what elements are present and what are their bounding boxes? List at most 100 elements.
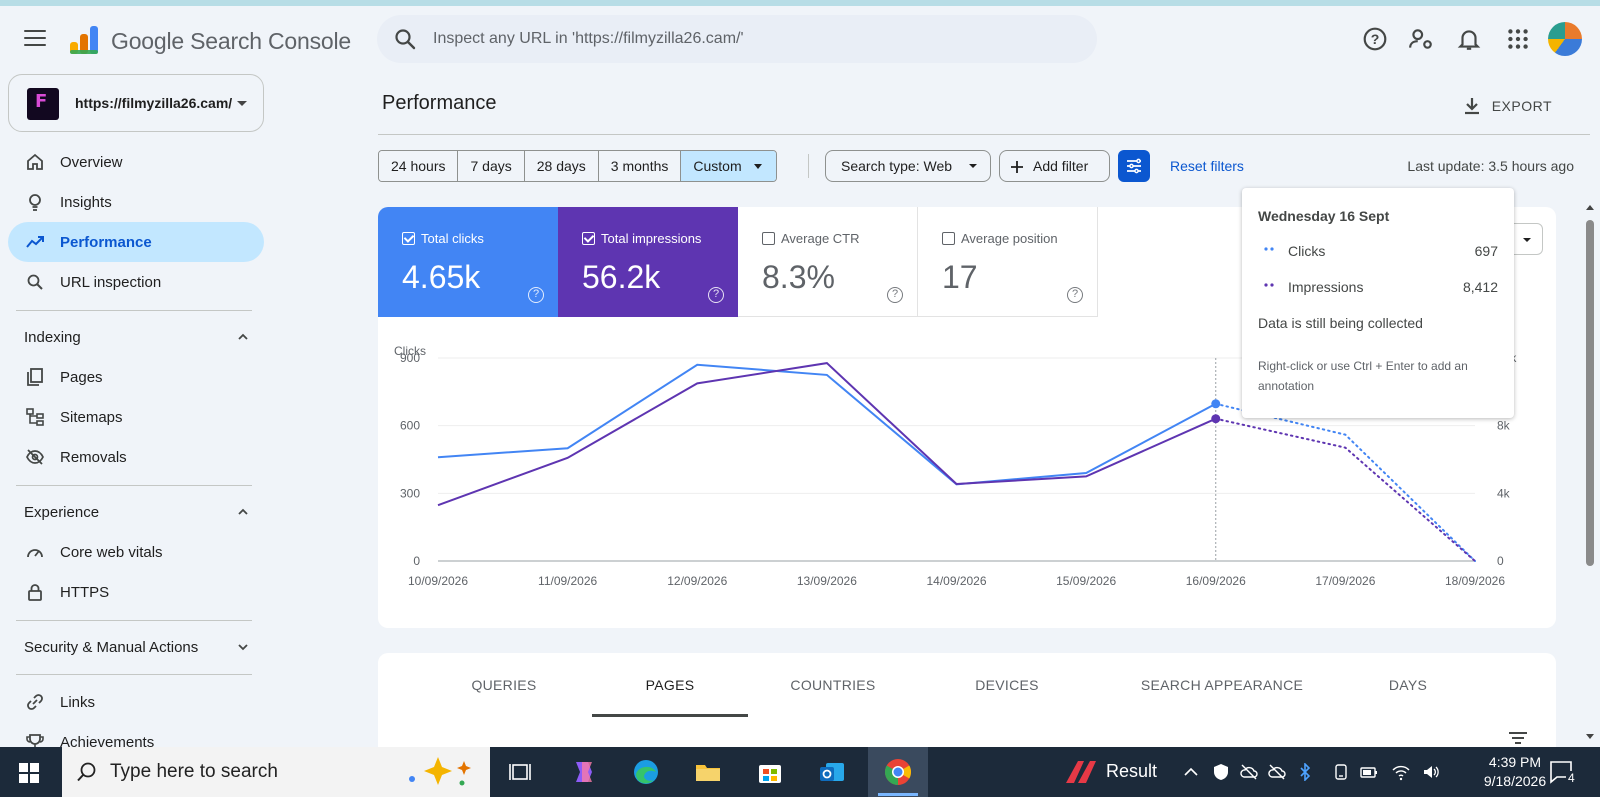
section-title: Experience <box>24 504 100 521</box>
property-selector[interactable]: https://filmyzilla26.cam/ <box>8 74 264 132</box>
chevron-down-icon <box>238 644 248 651</box>
y-tick-label-left: 0 <box>413 554 420 568</box>
tab-countries[interactable]: COUNTRIES <box>790 677 876 693</box>
export-button[interactable]: EXPORT <box>1462 90 1552 122</box>
url-inspect-input[interactable] <box>433 27 1073 51</box>
sidebar-item-removals[interactable]: Removals <box>8 437 264 477</box>
sidebar-item-label: Sitemaps <box>60 409 123 426</box>
metric-value: 56.2k <box>582 259 661 295</box>
app-brand: Google Search Console <box>111 28 352 54</box>
menu-icon[interactable] <box>24 30 46 48</box>
outlook-icon[interactable] <box>816 756 848 788</box>
sidebar-item-insights[interactable]: Insights <box>8 182 264 222</box>
section-title: Security & Manual Actions <box>24 639 199 656</box>
os-taskbar: Type here to search Result 4:39 PM 9/18/… <box>0 747 1600 797</box>
tab-devices[interactable]: DEVICES <box>975 677 1039 693</box>
checkbox-icon <box>762 232 775 245</box>
result-logo-icon[interactable] <box>1064 759 1098 785</box>
sidebar-item-label: Overview <box>60 154 123 171</box>
filter-settings-button[interactable] <box>1118 150 1150 182</box>
device-icon[interactable] <box>1332 763 1350 781</box>
trophy-icon <box>26 734 44 747</box>
help-icon[interactable]: ? <box>528 287 544 303</box>
y-axis-label-left: Clicks <box>394 344 426 358</box>
file-explorer-icon[interactable] <box>692 756 724 788</box>
checkbox-checked-icon <box>582 232 595 245</box>
range-24-hours[interactable]: 24 hours <box>379 151 459 181</box>
taskbar-clock[interactable]: 4:39 PM 9/18/2026 <box>1470 753 1560 791</box>
sidebar-item-label: Performance <box>60 234 152 251</box>
wifi-icon[interactable] <box>1392 763 1410 781</box>
taskbar-result-label[interactable]: Result <box>1106 761 1158 781</box>
security-shield-icon[interactable] <box>1212 763 1230 781</box>
sitemap-icon <box>26 408 44 426</box>
tab-search-appearance[interactable]: SEARCH APPEARANCE <box>1140 677 1304 693</box>
sidebar-item-overview[interactable]: Overview <box>8 142 264 182</box>
range-custom[interactable]: Custom <box>681 151 776 181</box>
add-filter-chip[interactable]: Add filter <box>999 150 1110 182</box>
metric-value: 17 <box>942 259 978 295</box>
tooltip-row-impressions: Impressions 8,412 <box>1258 277 1498 297</box>
metric-total-impressions[interactable]: Total impressions 56.2k ? <box>558 207 738 317</box>
cloud-off-icon[interactable] <box>1268 763 1286 781</box>
sidebar-item-sitemaps[interactable]: Sitemaps <box>8 397 264 437</box>
taskbar-search[interactable]: Type here to search <box>62 747 490 797</box>
metric-average-position[interactable]: Average position 17 ? <box>918 207 1098 317</box>
tab-days[interactable]: DAYS <box>1388 677 1428 693</box>
search-type-chip[interactable]: Search type: Web <box>825 150 991 182</box>
edge-browser-icon[interactable] <box>630 756 662 788</box>
tab-queries[interactable]: QUERIES <box>471 677 537 693</box>
help-icon[interactable]: ? <box>1067 287 1083 303</box>
bluetooth-icon[interactable] <box>1296 763 1314 781</box>
sidebar-item-https[interactable]: HTTPS <box>8 572 264 612</box>
help-icon[interactable]: ? <box>1362 26 1388 52</box>
series-marker-icon <box>1264 247 1274 251</box>
taskbar-active-app[interactable] <box>868 747 928 797</box>
microsoft-store-icon[interactable] <box>754 756 786 788</box>
url-inspect-search[interactable] <box>377 15 1097 63</box>
clock-date: 9/18/2026 <box>1483 773 1547 789</box>
sidebar-item-url-inspection[interactable]: URL inspection <box>8 262 264 302</box>
task-view-icon[interactable] <box>504 756 536 788</box>
sidebar-item-links[interactable]: Links <box>8 682 264 722</box>
reset-filters-link[interactable]: Reset filters <box>1170 158 1244 174</box>
section-experience[interactable]: Experience <box>8 494 264 530</box>
speedometer-icon <box>27 549 43 558</box>
filter-rows-icon[interactable] <box>1508 731 1528 745</box>
metric-label: Total impressions <box>601 231 702 246</box>
tab-pages[interactable]: PAGES <box>592 653 748 717</box>
notifications-icon[interactable] <box>1456 26 1482 52</box>
range-28-days[interactable]: 28 days <box>524 151 599 181</box>
battery-icon[interactable] <box>1360 763 1378 781</box>
section-security-manual-actions[interactable]: Security & Manual Actions <box>8 629 264 665</box>
y-tick-label-left: 300 <box>400 486 420 500</box>
range-7-days[interactable]: 7 days <box>458 151 525 181</box>
sidebar-item-core-web-vitals[interactable]: Core web vitals <box>8 532 264 572</box>
page-scrollbar[interactable] <box>1583 200 1597 745</box>
help-icon[interactable]: ? <box>708 287 724 303</box>
title-divider <box>378 134 1590 135</box>
volume-icon[interactable] <box>1422 763 1440 781</box>
chevron-up-icon[interactable] <box>1182 763 1200 781</box>
sidebar-item-achievements[interactable]: Achievements <box>8 722 264 747</box>
metric-average-ctr[interactable]: Average CTR 8.3% ? <box>738 207 918 317</box>
avatar[interactable] <box>1548 22 1582 56</box>
help-icon[interactable]: ? <box>887 287 903 303</box>
manage-users-icon[interactable] <box>1408 26 1434 52</box>
sidebar-item-label: Pages <box>60 369 103 386</box>
cloud-off-icon[interactable] <box>1240 763 1258 781</box>
sidebar-item-label: HTTPS <box>60 584 110 601</box>
sidebar-item-performance[interactable]: Performance <box>8 222 264 262</box>
metric-total-clicks[interactable]: Total clicks 4.65k ? <box>378 207 558 317</box>
copilot-icon[interactable] <box>568 756 600 788</box>
dimension-table-card: QUERIES PAGES COUNTRIES DEVICES SEARCH A… <box>378 653 1556 747</box>
windows-start-icon[interactable] <box>19 763 39 783</box>
section-indexing[interactable]: Indexing <box>8 319 264 355</box>
x-tick-label: 14/09/2026 <box>926 574 986 588</box>
apps-grid-icon[interactable] <box>1505 26 1531 52</box>
notification-center-icon[interactable] <box>1548 759 1576 785</box>
search-icon <box>27 274 43 290</box>
range-3-months[interactable]: 3 months <box>598 151 682 181</box>
x-tick-label: 12/09/2026 <box>667 574 727 588</box>
sidebar-item-pages[interactable]: Pages <box>8 357 264 397</box>
